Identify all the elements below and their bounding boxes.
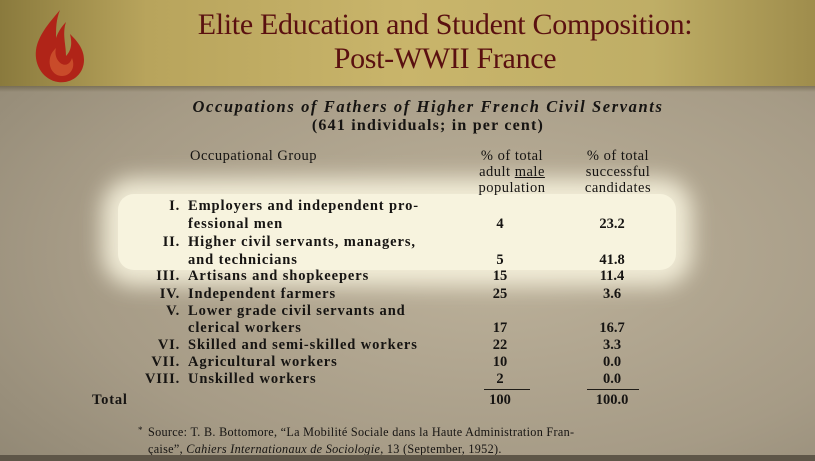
- title-band: [0, 0, 815, 86]
- row-label: Agricultural workers: [188, 354, 338, 370]
- row-population-value: 10: [492, 354, 508, 370]
- row-population-value: 5: [496, 252, 504, 268]
- header-text-underlined: male: [514, 164, 545, 180]
- row-label: Skilled and semi-skilled workers: [188, 337, 418, 353]
- column-header-group: Occupational Group: [190, 148, 317, 164]
- column-header-candidates: % of total successful candidates: [570, 148, 666, 196]
- row-numeral: I.: [169, 198, 180, 214]
- header-line: % of total: [480, 148, 544, 164]
- bottom-bar: [0, 455, 815, 461]
- header-text: adult: [479, 164, 515, 180]
- row-population-value: 22: [492, 337, 508, 353]
- row-label: Employers and independent pro-: [188, 198, 419, 214]
- total-population-value: 100: [489, 392, 511, 408]
- column-header-population: % of total adult male population: [464, 148, 560, 196]
- footnote-journal: Cahiers Internationaux de Sociologie: [186, 442, 381, 456]
- row-label: Lower grade civil servants and: [188, 303, 406, 319]
- row-candidates-value: 41.8: [599, 252, 625, 268]
- flame-logo-icon: [35, 10, 84, 83]
- row-label-cont: clerical workers: [188, 320, 302, 336]
- title-band-shadow: [0, 86, 815, 92]
- footnote-marker: *: [138, 425, 143, 435]
- header-line: candidates: [584, 180, 652, 196]
- title-line-1: Elite Education and Student Composition:: [197, 8, 693, 41]
- footnote-text: çaise”,: [148, 442, 187, 456]
- highlight-box: [118, 194, 676, 270]
- table-title: Occupations of Fathers of Higher French …: [192, 97, 664, 116]
- row-candidates-value: 0.0: [602, 371, 622, 387]
- row-numeral: VIII.: [144, 371, 180, 387]
- sum-line-candidates: [587, 389, 639, 390]
- total-candidates-value: 100.0: [595, 392, 629, 408]
- source-footnote: * Source: T. B. Bottomore, “La Mobilité …: [138, 424, 688, 458]
- header-line: population: [478, 180, 546, 196]
- row-candidates-value: 11.4: [599, 268, 625, 284]
- row-label-cont: and technicians: [188, 252, 298, 268]
- footnote-text: , 13 (September, 1952).: [380, 442, 502, 456]
- row-label: Independent farmers: [188, 286, 336, 302]
- row-label-cont: fessional men: [188, 216, 284, 232]
- header-line: adult male: [464, 164, 560, 180]
- table-subtitle: (641 individuals; in per cent): [311, 117, 545, 134]
- row-population-value: 2: [496, 371, 504, 387]
- row-candidates-value: 3.6: [602, 286, 622, 302]
- footnote-line-2: çaise”, Cahiers Internationaux de Sociol…: [148, 441, 688, 458]
- row-candidates-value: 23.2: [599, 216, 625, 232]
- header-line: % of total: [586, 148, 650, 164]
- row-label: Unskilled workers: [188, 371, 317, 387]
- row-candidates-value: 3.3: [602, 337, 622, 353]
- row-numeral: V.: [166, 303, 180, 319]
- row-numeral: IV.: [159, 286, 180, 302]
- row-candidates-value: 0.0: [602, 354, 622, 370]
- row-population-value: 25: [492, 286, 508, 302]
- footnote-line-1: Source: T. B. Bottomore, “La Mobilité So…: [148, 425, 575, 439]
- row-label: Artisans and shopkeepers: [188, 268, 370, 284]
- row-numeral: II.: [162, 234, 180, 250]
- row-population-value: 15: [492, 268, 508, 284]
- page-title: Elite Education and Student Composition:…: [100, 8, 790, 76]
- total-label: Total: [92, 392, 128, 408]
- row-numeral: VII.: [151, 354, 180, 370]
- row-label: Higher civil servants, managers,: [188, 234, 416, 250]
- row-population-value: 4: [496, 216, 504, 232]
- row-population-value: 17: [492, 320, 508, 336]
- sum-line-population: [484, 389, 530, 390]
- row-numeral: VI.: [157, 337, 180, 353]
- row-candidates-value: 16.7: [599, 320, 625, 336]
- row-numeral: III.: [156, 268, 180, 284]
- title-line-2: Post-WWII France: [333, 42, 557, 75]
- header-line: successful: [585, 164, 651, 180]
